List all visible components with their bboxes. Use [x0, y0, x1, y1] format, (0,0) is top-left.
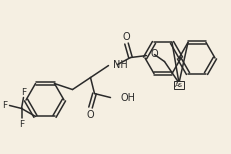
Text: As: As	[175, 82, 183, 88]
Text: F: F	[19, 120, 24, 129]
Text: F: F	[21, 88, 26, 97]
Text: NH: NH	[113, 60, 128, 70]
Text: OH: OH	[121, 93, 136, 103]
Text: O: O	[87, 109, 94, 120]
Text: O: O	[123, 32, 130, 42]
Text: O: O	[151, 49, 158, 59]
Text: F: F	[2, 101, 7, 110]
